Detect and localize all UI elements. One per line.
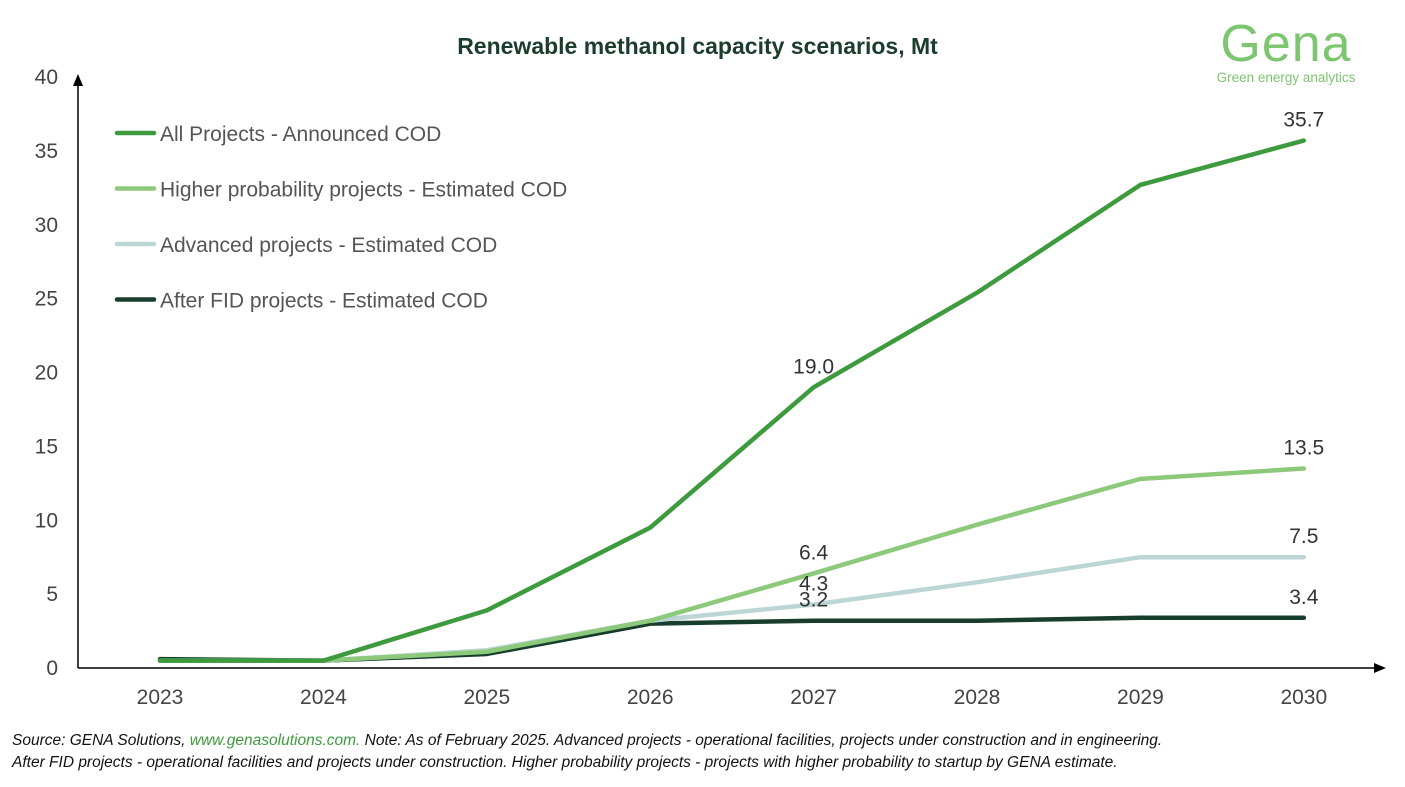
source-link[interactable]: www.genasolutions.com. xyxy=(189,732,361,749)
logo-tagline: Green energy analytics xyxy=(1216,70,1356,85)
note-line1: Note: As of February 2025. Advanced proj… xyxy=(360,732,1163,749)
x-tick-label: 2029 xyxy=(1117,686,1164,709)
x-tick-label: 2023 xyxy=(137,686,184,709)
data-label: 35.7 xyxy=(1283,109,1324,132)
data-label: 6.4 xyxy=(799,541,829,564)
x-tick-label: 2024 xyxy=(300,686,347,709)
x-axis-arrow-icon xyxy=(1374,663,1386,673)
series-line xyxy=(157,554,1307,663)
logo-wordmark: Gena xyxy=(1220,15,1352,73)
legend-label: All Projects - Announced COD xyxy=(160,123,441,146)
y-tick-label: 35 xyxy=(35,140,58,163)
note-prefix: Source: GENA Solutions, xyxy=(12,732,190,749)
series-line xyxy=(157,615,1307,663)
data-label: 7.5 xyxy=(1289,525,1318,548)
data-label: 19.0 xyxy=(793,355,834,378)
note-line2: After FID projects - operational facilit… xyxy=(12,754,1118,771)
y-tick-label: 0 xyxy=(46,657,58,680)
gena-logo: Gena Green energy analytics xyxy=(1200,15,1372,85)
chart-title: Renewable methanol capacity scenarios, M… xyxy=(457,33,938,59)
series-line xyxy=(157,138,1307,663)
data-label: 3.4 xyxy=(1289,586,1319,609)
y-tick-label: 10 xyxy=(35,509,58,532)
legend-label: Higher probability projects - Estimated … xyxy=(160,179,567,202)
legend-label: Advanced projects - Estimated COD xyxy=(160,234,497,257)
data-label: 13.5 xyxy=(1283,437,1324,460)
x-tick-label: 2028 xyxy=(954,686,1001,709)
y-tick-label: 15 xyxy=(35,435,58,458)
y-tick-label: 25 xyxy=(35,288,58,311)
y-tick-label: 20 xyxy=(35,362,58,385)
x-tick-label: 2027 xyxy=(790,686,837,709)
legend-label: After FID projects - Estimated COD xyxy=(160,290,488,313)
y-tick-label: 30 xyxy=(35,214,58,237)
source-note: Source: GENA Solutions, www.genasolution… xyxy=(12,730,1162,774)
y-tick-label: 5 xyxy=(46,583,58,606)
y-tick-label: 40 xyxy=(35,66,58,89)
data-label: 4.3 xyxy=(799,572,828,595)
x-tick-label: 2025 xyxy=(463,686,510,709)
series-line xyxy=(157,466,1307,663)
data-label: 3.2 xyxy=(799,589,828,612)
y-axis-arrow-icon xyxy=(73,74,83,86)
x-tick-label: 2026 xyxy=(627,686,674,709)
x-tick-label: 2030 xyxy=(1280,686,1327,709)
